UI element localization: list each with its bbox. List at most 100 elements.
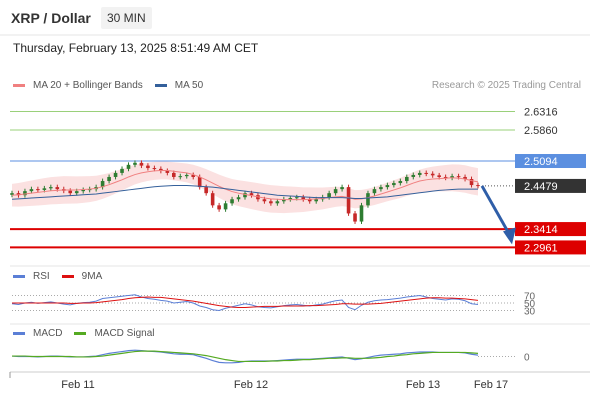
rsi-line [11,294,479,312]
candle-body [165,170,170,173]
main-legend: MA 20 + Bollinger Bands MA 50 [13,80,203,91]
candle-body [68,190,73,194]
price-level-tag-2.3414 [515,222,586,237]
candle-body [379,187,383,190]
candle-body [10,193,14,195]
candle-body [301,197,306,200]
candle-body [55,187,60,190]
macd-signal-swatch [74,332,87,335]
candle-body [327,193,331,198]
price-level-tag-2.4479 [515,178,586,193]
candle-body [139,162,144,166]
interval-selector[interactable]: 30 MIN [101,7,152,29]
candle-body [392,183,396,186]
candle-body [113,172,118,177]
rsi-legend-label: RSI [33,271,50,282]
candle-body [81,189,85,192]
candle-body [398,181,403,184]
rsi-level-label-70: 70 [524,292,536,303]
candle-body [159,168,163,171]
macd-level-label-0: 0 [524,353,530,364]
candle-body [126,164,131,169]
price-level-label-2.4479: 2.4479 [524,181,558,193]
candle-body [36,189,40,191]
price-level-label-2.5860: 2.5860 [524,125,558,137]
ma50-swatch [154,84,167,87]
x-tick-label: Feb 17 [474,379,508,391]
projection-arrow-head [503,227,516,245]
candle-body [42,188,47,190]
price-level-label-2.3414: 2.3414 [524,224,558,236]
candle-body [430,173,435,176]
candle-body [411,174,416,177]
credit-text: Research © 2025 Trading Central [431,80,581,91]
ma20-line [11,169,479,201]
candle-body [417,172,422,175]
candle-body [223,203,228,210]
candle-body [443,176,448,178]
candle-body [249,193,254,196]
candle-body [262,199,267,202]
candle-body [120,168,124,173]
candle-body [282,199,286,202]
candle-body [29,189,34,192]
candle-body [437,175,441,177]
candle-body [463,176,467,179]
candle-body [385,185,390,188]
candle-body [340,187,344,190]
candle-body [243,193,247,198]
candle-body [230,199,234,204]
candle-body [146,165,150,169]
macd-signal-line [12,350,479,363]
macd-signal-legend-label: MACD Signal [94,328,155,339]
candle-body [294,197,299,199]
candle-body [172,172,176,177]
price-level-tag-2.5094 [515,154,586,169]
rsi-level-label-30: 30 [524,307,536,318]
candle-body [236,197,241,200]
candle-body [100,181,105,188]
candle-body [359,205,364,222]
candle-body [16,193,21,196]
rsi-swatch [13,275,25,278]
ma20-legend-label: MA 20 + Bollinger Bands [33,80,143,91]
candle-body [204,187,208,194]
price-level-label-2.6316: 2.6316 [524,107,558,119]
price-level-label-2.2961: 2.2961 [524,242,558,254]
candle-body [456,176,461,178]
candle-body [197,176,202,188]
rsi-level-label-50: 50 [524,299,536,310]
candle-body [217,205,221,210]
candle-body [469,179,474,186]
price-level-label-2.5094: 2.5094 [524,156,558,168]
ma50-line [11,184,478,200]
candle-body [74,191,79,194]
rsi-ma-line [12,296,479,308]
chart-header: XRP / Dollar 30 MIN [0,0,590,38]
macd-legend: MACD MACD Signal [13,328,154,339]
candle-body [275,201,280,204]
candle-body [210,193,215,206]
macd-swatch [13,332,25,335]
candle-body [333,189,338,194]
candle-body [307,199,312,202]
candle-body [49,187,53,189]
price-level-tag-2.2961 [515,240,586,255]
candle-body [424,172,429,174]
x-tick-label: Feb 11 [61,379,94,391]
candle-body [133,162,137,165]
candle-body [372,189,377,194]
candle-body [314,199,318,202]
candle-body [366,193,370,206]
candle-body [184,174,189,177]
candle-body [346,187,351,214]
candle-body [288,198,293,200]
candle-body [152,168,157,170]
bollinger-band [12,161,478,214]
rsi-legend: RSI 9MA [13,271,102,282]
timestamp: Thursday, February 13, 2025 8:51:49 AM C… [13,41,259,55]
candle-body [23,191,27,196]
candle-body [107,176,111,182]
